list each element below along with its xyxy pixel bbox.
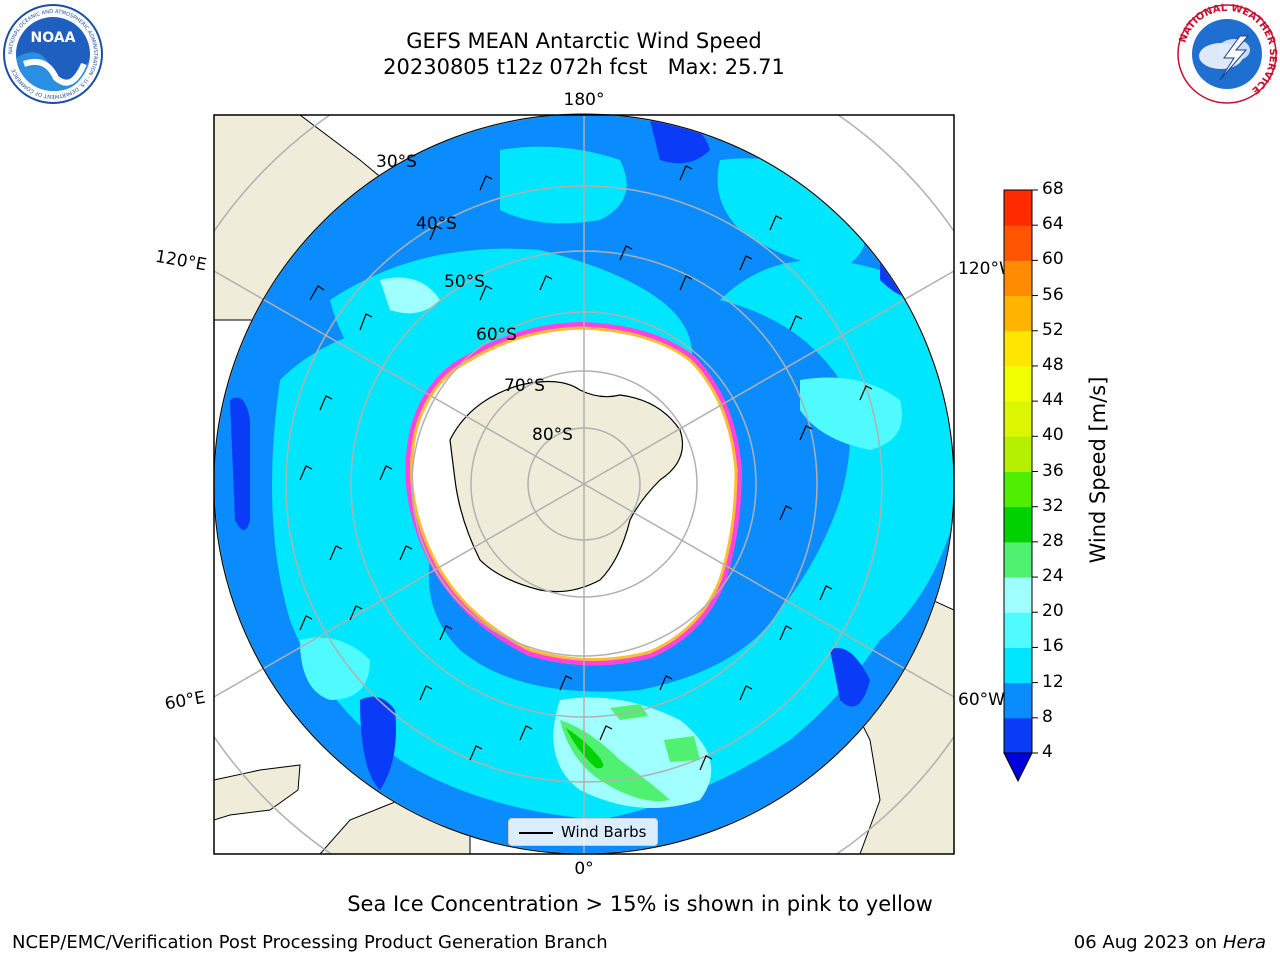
footer-machine: Hera: [1222, 932, 1266, 953]
colorbar-bin-14: [1004, 225, 1032, 261]
colorbar-bin-4: [1004, 577, 1032, 613]
chart-subtitle: 20230805 t12z 072h fcst Max: 25.71: [383, 55, 785, 79]
footer-date-text: 06 Aug 2023 on: [1073, 932, 1218, 953]
colorbar-tick-label: 68: [1042, 179, 1064, 199]
colorbar-tick-label: 8: [1042, 706, 1053, 727]
lat-label-50s: 50°S: [444, 272, 485, 292]
wind-barbs: [299, 165, 873, 771]
antarctica: [449, 380, 684, 593]
colorbar-tick-label: 16: [1042, 636, 1064, 657]
colorbar-bin-11: [1004, 330, 1032, 367]
lat-label-80s: 80°S: [532, 425, 573, 445]
colorbar-tick-label: 24: [1042, 566, 1064, 587]
svg-text:NOAA: NOAA: [31, 30, 76, 46]
legend-line-swatch: [519, 832, 553, 834]
colorbar-bin-7: [1004, 471, 1032, 508]
colorbar-bin-0: [1004, 717, 1032, 754]
colorbar-under-arrow: [1003, 752, 1033, 783]
lon-label-0: 0°: [574, 859, 593, 879]
map-frame: [213, 114, 955, 855]
colorbar: [1003, 189, 1038, 783]
sea-ice-note: Sea Ice Concentration > 15% is shown in …: [347, 892, 933, 916]
footer-producer: NCEP/EMC/Verification Post Processing Pr…: [12, 932, 608, 953]
nws-logo: NATIONAL WEATHER SERVICE: [1177, 3, 1278, 104]
colorbar-bin-1: [1004, 682, 1032, 719]
lat-label-30s: 30°S: [376, 152, 417, 172]
colorbar-tick-label: 60: [1042, 249, 1064, 270]
colorbar-bin-12: [1004, 295, 1032, 332]
colorbar-bin-2: [1004, 647, 1032, 684]
colorbar-bin-8: [1004, 436, 1032, 472]
colorbar-tick-label: 48: [1042, 354, 1064, 375]
lat-label-60s: 60°S: [476, 325, 517, 345]
colorbar-tick-label: 52: [1042, 319, 1064, 340]
colorbar-tick-label: 56: [1042, 284, 1064, 305]
footer-date: 06 Aug 2023 on Hera: [1074, 932, 1266, 953]
colorbar-bin-15: [1004, 190, 1032, 226]
colorbar-tick-label: 36: [1042, 460, 1064, 481]
colorbar-tick-label: 32: [1042, 495, 1064, 516]
colorbar-title: Wind Speed [m/s]: [1086, 376, 1110, 564]
noaa-logo: NOAA NATIONAL OCEANIC AND ATMOSPHERIC AD…: [3, 4, 103, 104]
colorbar-tick-label: 40: [1042, 425, 1064, 446]
colorbar-tick-label: 64: [1042, 214, 1064, 235]
lat-label-40s: 40°S: [416, 214, 457, 234]
colorbar-bin-10: [1004, 365, 1032, 402]
lon-label-120w: 120°W: [958, 259, 1016, 279]
legend-label: Wind Barbs: [561, 823, 647, 841]
colorbar-tick-label: 4: [1042, 742, 1053, 762]
colorbar-bin-6: [1004, 506, 1032, 543]
colorbar-bin-9: [1004, 401, 1032, 437]
colorbar-bin-5: [1004, 541, 1032, 578]
colorbar-tick-label: 20: [1042, 601, 1064, 622]
chart-title: GEFS MEAN Antarctic Wind Speed: [406, 29, 762, 53]
colorbar-bin-3: [1004, 612, 1032, 648]
colorbar-tick-label: 44: [1042, 390, 1064, 411]
colorbar-tick-label: 28: [1042, 530, 1064, 551]
colorbar-tick-label: 12: [1042, 671, 1064, 692]
wind-barbs-legend: Wind Barbs: [508, 818, 658, 846]
lon-label-60e: 60°E: [163, 688, 207, 715]
lon-label-180: 180°: [564, 90, 605, 110]
lon-label-60w: 60°W: [958, 690, 1005, 710]
colorbar-bin-13: [1004, 260, 1032, 297]
graticule: [214, 115, 954, 854]
lat-label-70s: 70°S: [504, 376, 545, 396]
lon-label-120e: 120°E: [154, 247, 208, 276]
